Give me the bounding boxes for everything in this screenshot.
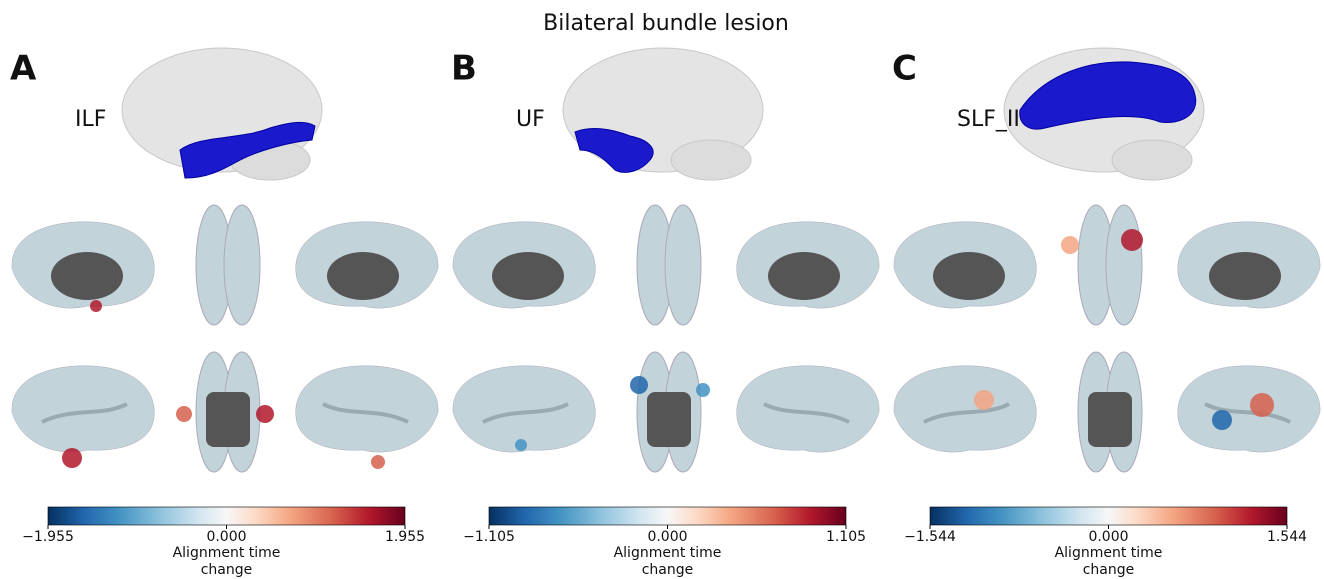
surface-patch <box>1250 393 1274 417</box>
cortex-surface <box>664 204 702 326</box>
surface-patch <box>1121 229 1143 251</box>
medial-wall <box>206 392 250 447</box>
colorbar <box>488 506 847 526</box>
colorbar-tick-label: −1.544 <box>904 529 956 545</box>
colorbar <box>47 506 406 526</box>
panel-letter: B <box>451 49 477 89</box>
colorbar-tick-label: 1.105 <box>826 529 866 545</box>
surface-patch <box>974 390 994 410</box>
medial-wall <box>933 252 1005 300</box>
medial-wall <box>647 392 691 447</box>
colorbar-tick-label: 0.000 <box>647 529 687 545</box>
medial-wall <box>51 252 123 300</box>
surface-patch <box>515 439 527 451</box>
medial-wall <box>768 252 840 300</box>
sulcus <box>482 402 569 424</box>
colorbar <box>929 506 1288 526</box>
medial-wall <box>1209 252 1281 300</box>
medial-wall <box>492 252 564 300</box>
bundle-label: UF <box>516 107 545 132</box>
colorbar-tick-label: 1.544 <box>1267 529 1307 545</box>
cortex-surface <box>223 204 261 326</box>
surface-patch <box>176 406 192 422</box>
cortex-surface <box>295 365 439 453</box>
tract <box>179 121 316 179</box>
panel: A ILF −1.955 0.000 1.955 <box>10 47 439 545</box>
cortex-surface <box>736 365 880 453</box>
surface-patch <box>256 405 274 423</box>
cortex-surface <box>11 365 155 453</box>
surface-patch <box>630 376 648 394</box>
medial-wall <box>327 252 399 300</box>
colorbar-label: Alignment time change <box>172 545 281 578</box>
figure-title: Bilateral bundle lesion <box>543 11 789 36</box>
bundle-label: ILF <box>75 107 106 132</box>
surface-patch <box>1061 236 1079 254</box>
surface-patch <box>371 455 385 469</box>
panel: B UF −1.105 0.000 1.105 <box>451 47 880 545</box>
surface-patch <box>696 383 710 397</box>
cortex-surface <box>1177 365 1321 453</box>
colorbar-label: Alignment time change <box>1054 545 1163 578</box>
glass-cerebellum <box>670 139 752 181</box>
tract <box>574 128 654 173</box>
sulcus <box>923 402 1010 424</box>
surface-patch <box>62 448 82 468</box>
cortex-surface <box>893 365 1037 453</box>
sulcus <box>1204 402 1291 424</box>
colorbar-tick-label: 1.955 <box>385 529 425 545</box>
tract <box>1019 61 1197 130</box>
sulcus <box>41 402 128 424</box>
cortex-surface <box>1105 204 1143 326</box>
colorbar-tick-label: −1.955 <box>22 529 74 545</box>
colorbar-label: Alignment time change <box>613 545 722 578</box>
cortex-surface <box>452 365 596 453</box>
sulcus <box>322 402 409 424</box>
colorbar-tick-label: 0.000 <box>1088 529 1128 545</box>
colorbar-tick-label: −1.105 <box>463 529 515 545</box>
colorbar-tick-label: 0.000 <box>206 529 246 545</box>
medial-wall <box>1088 392 1132 447</box>
panel: C SLF_II −1.544 0.000 1.544 <box>892 47 1321 545</box>
panel-letter: C <box>892 49 917 89</box>
glass-cerebellum <box>1111 139 1193 181</box>
surface-patch <box>1212 410 1232 430</box>
surface-patch <box>90 300 102 312</box>
panel-letter: A <box>10 49 37 89</box>
bundle-label: SLF_II <box>957 107 1020 132</box>
sulcus <box>763 402 850 424</box>
